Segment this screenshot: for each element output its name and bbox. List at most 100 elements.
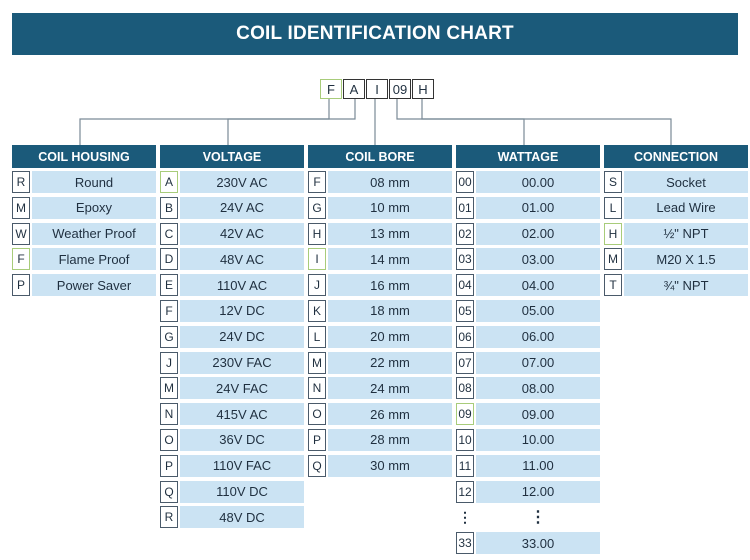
row-value: 24V FAC (180, 377, 304, 400)
row-value: Epoxy (32, 196, 156, 219)
table-row: O 26 mm (308, 403, 452, 426)
row-value: 10.00 (476, 428, 600, 451)
table-row: 09 09.00 (456, 403, 600, 426)
row-code: H (604, 222, 622, 245)
row-code: F (160, 299, 178, 322)
row-code: L (604, 196, 622, 219)
table-row: R 48V DC (160, 506, 304, 529)
code-bore: I (366, 79, 388, 99)
row-value: 14 mm (328, 248, 452, 271)
row-code: 11 (456, 454, 474, 477)
row-code: G (308, 196, 326, 219)
table-row: N 415V AC (160, 403, 304, 426)
row-code: S (604, 171, 622, 193)
row-value: 26 mm (328, 403, 452, 426)
row-code: N (160, 403, 178, 426)
row-code: Q (160, 480, 178, 503)
row-value: 10 mm (328, 196, 452, 219)
table-row: H 13 mm (308, 222, 452, 245)
table-row: E 110V AC (160, 274, 304, 297)
table-row: D 48V AC (160, 248, 304, 271)
table-row: M 22 mm (308, 351, 452, 374)
row-value: 48V AC (180, 248, 304, 271)
table-row: 01 01.00 (456, 196, 600, 219)
row-value: 12.00 (476, 480, 600, 503)
table-row: T ¾" NPT (604, 274, 748, 297)
row-code: M (12, 196, 30, 219)
row-value: 04.00 (476, 274, 600, 297)
connector-connection (421, 98, 672, 145)
row-value: 20 mm (328, 325, 452, 348)
table-row: W Weather Proof (12, 222, 156, 245)
table-row: C 42V AC (160, 222, 304, 245)
row-value: 230V AC (180, 171, 304, 193)
table-row: 04 04.00 (456, 274, 600, 297)
column-header: VOLTAGE (160, 145, 304, 168)
table-row: 12 12.00 (456, 480, 600, 503)
row-code: Q (308, 454, 326, 477)
table-row: J 230V FAC (160, 351, 304, 374)
row-code: P (160, 454, 178, 477)
row-code: O (308, 403, 326, 426)
row-code: P (12, 274, 30, 297)
row-value: 00.00 (476, 171, 600, 193)
row-value: 16 mm (328, 274, 452, 297)
table-row: L 20 mm (308, 325, 452, 348)
row-code: R (12, 171, 30, 193)
row-code: R (160, 506, 178, 529)
connector-voltage (227, 98, 356, 145)
table-row: N 24 mm (308, 377, 452, 400)
row-code: J (308, 274, 326, 297)
row-value: Socket (624, 171, 748, 193)
table-row: G 24V DC (160, 325, 304, 348)
row-value: 24V DC (180, 325, 304, 348)
row-value: 415V AC (180, 403, 304, 426)
row-value: 05.00 (476, 299, 600, 322)
row-code: O (160, 428, 178, 451)
row-code: 07 (456, 351, 474, 374)
table-row: R Round (12, 171, 156, 193)
table-row: 10 10.00 (456, 428, 600, 451)
row-code: D (160, 248, 178, 271)
row-code: M (308, 351, 326, 374)
row-value: 33.00 (476, 532, 600, 555)
row-code: W (12, 222, 30, 245)
row-value: 28 mm (328, 428, 452, 451)
row-value: 110V FAC (180, 454, 304, 477)
table-row: 08 08.00 (456, 377, 600, 400)
table-row: Q 30 mm (308, 454, 452, 477)
row-value: 11.00 (476, 454, 600, 477)
row-code: I (308, 248, 326, 271)
table-row: ⋮ ⋮ (456, 506, 600, 528)
table-row: S Socket (604, 171, 748, 193)
table-row: P Power Saver (12, 274, 156, 297)
table-row: 02 02.00 (456, 222, 600, 245)
row-value: 09.00 (476, 403, 600, 426)
part-number-code: F A I 09 H (320, 79, 435, 99)
column-bore: COIL BORE F 08 mm G 10 mm H 13 mm I 14 mm J 16 mm K… (308, 145, 452, 481)
row-value: 08 mm (328, 171, 452, 193)
table-row: K 18 mm (308, 299, 452, 322)
code-housing: F (320, 79, 342, 99)
row-value: 02.00 (476, 222, 600, 245)
table-row: 33 33.00 (456, 532, 600, 555)
row-value: 03.00 (476, 248, 600, 271)
row-code: E (160, 274, 178, 297)
table-row: P 110V FAC (160, 454, 304, 477)
row-code: 12 (456, 480, 474, 503)
row-code: M (604, 248, 622, 271)
table-row: B 24V AC (160, 196, 304, 219)
row-value: 07.00 (476, 351, 600, 374)
table-row: F Flame Proof (12, 248, 156, 271)
row-code: G (160, 325, 178, 348)
row-value: 24 mm (328, 377, 452, 400)
row-value: Weather Proof (32, 222, 156, 245)
table-row: F 12V DC (160, 299, 304, 322)
row-value: 110V AC (180, 274, 304, 297)
row-value: 42V AC (180, 222, 304, 245)
table-row: M Epoxy (12, 196, 156, 219)
table-row: 11 11.00 (456, 454, 600, 477)
table-row: L Lead Wire (604, 196, 748, 219)
code-connection: H (412, 79, 434, 99)
table-row: M M20 X 1.5 (604, 248, 748, 271)
